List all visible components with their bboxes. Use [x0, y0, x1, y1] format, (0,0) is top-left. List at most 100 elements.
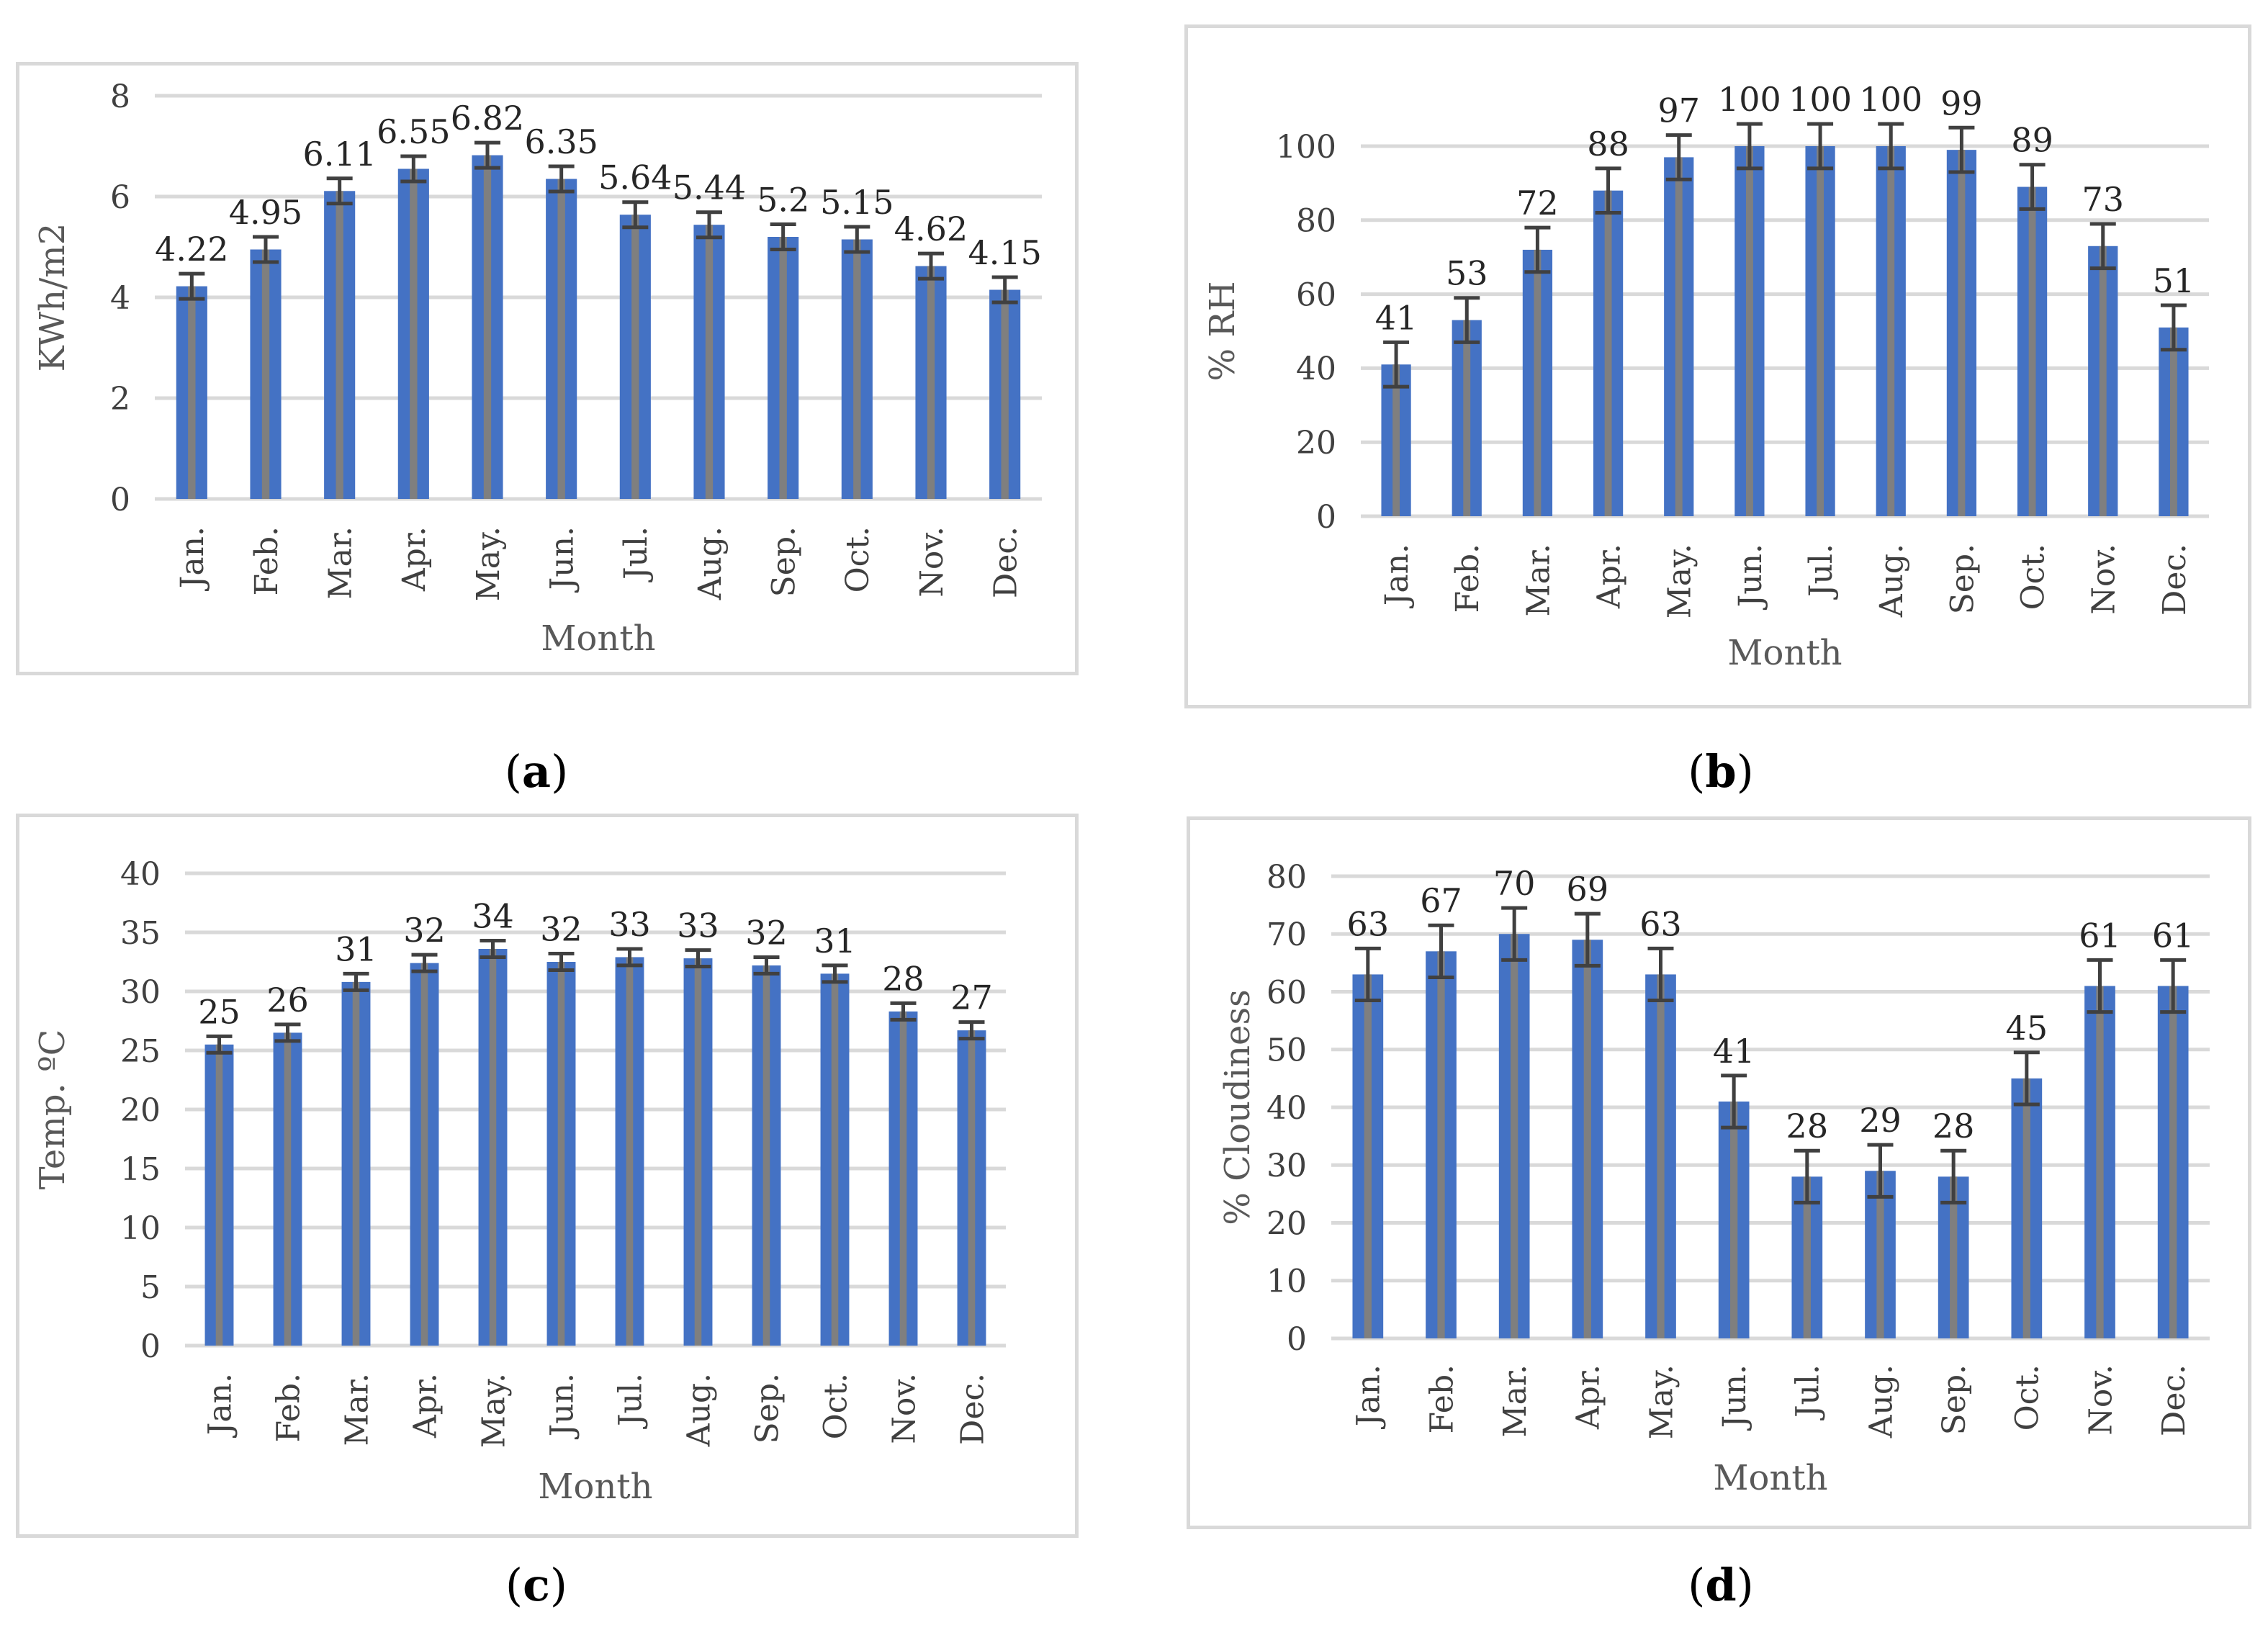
- chart-a: 0 2 4 6 8 4.22 Jan. 4.95 Feb. 6.11 Mar. 6.55 Apr. 6.8…: [32, 78, 1042, 659]
- data-label: 31: [335, 929, 377, 968]
- data-label: 4.22: [155, 230, 228, 269]
- data-label: 88: [1587, 125, 1629, 163]
- bar-core: [1001, 289, 1009, 499]
- bar-core: [705, 225, 714, 499]
- error-bar: [474, 140, 500, 170]
- y-axis-title: % Cloudiness: [1218, 989, 1258, 1225]
- data-label: 63: [1347, 904, 1390, 943]
- y-tick-label: 80: [1266, 859, 1307, 896]
- chart-panel-b: 0 20 40 60 80 100 41 Jan. 53 Feb. 72 Mar. 88 Apr. 97 Ma…: [1184, 24, 2251, 708]
- error-bar: [770, 222, 796, 251]
- error-bar: [622, 200, 649, 230]
- data-label: 45: [2006, 1009, 2048, 1048]
- error-bar: [2089, 222, 2116, 271]
- bar-core: [899, 1011, 907, 1346]
- x-tick-label: Jun.: [1732, 544, 1769, 610]
- error-bar: [1501, 906, 1528, 962]
- bar-core: [2028, 186, 2036, 516]
- x-tick-label: May.: [1662, 544, 1698, 618]
- x-tick-label: Sep.: [1944, 544, 1981, 614]
- x-tick-label: Apr.: [1590, 544, 1627, 609]
- bar-core: [188, 286, 196, 499]
- x-tick-label: Feb.: [1449, 544, 1486, 613]
- x-tick-label: Mar.: [338, 1373, 375, 1446]
- chart-panel-c: 0 5 10 15 20 25 30 35 40 25 Jan. 26 Feb. 31 Mar. 32 Apr.…: [16, 814, 1079, 1538]
- bar-core: [336, 191, 343, 499]
- data-label: 27: [950, 978, 993, 1017]
- error-bar: [274, 1022, 301, 1043]
- data-label: 34: [472, 896, 514, 935]
- x-tick-label: Mar.: [323, 526, 359, 599]
- x-tick-label: Oct.: [2015, 544, 2051, 610]
- x-tick-label: Aug.: [680, 1373, 717, 1447]
- bar-core: [2022, 1078, 2030, 1338]
- y-tick-label: 50: [1266, 1032, 1307, 1069]
- x-tick-label: Jul.: [618, 526, 654, 582]
- error-bar: [685, 948, 711, 969]
- bar-core: [483, 155, 492, 499]
- data-label: 6.35: [524, 122, 598, 161]
- bar-core: [557, 962, 565, 1346]
- y-tick-label: 100: [1276, 129, 1336, 166]
- data-label: 63: [1639, 904, 1682, 943]
- data-label: 4.62: [894, 210, 968, 248]
- x-tick-label: Feb.: [270, 1373, 307, 1442]
- x-axis-title: Month: [538, 1467, 652, 1507]
- data-label: 32: [540, 910, 582, 949]
- y-tick-label: 0: [1287, 1321, 1307, 1358]
- bar-core: [779, 237, 787, 499]
- error-bar: [2160, 958, 2187, 1014]
- error-bar: [206, 1034, 233, 1055]
- x-tick-label: Jan.: [202, 1373, 238, 1438]
- error-bar: [1794, 1148, 1820, 1205]
- y-tick-label: 2: [110, 381, 130, 418]
- x-tick-label: Nov.: [914, 526, 950, 598]
- y-tick-label: 60: [1296, 276, 1336, 313]
- data-label: 100: [1859, 80, 1922, 119]
- bar-core: [2099, 246, 2107, 516]
- data-label: 33: [608, 905, 651, 944]
- y-tick-label: 0: [110, 482, 130, 518]
- x-tick-label: Dec.: [954, 1373, 991, 1445]
- error-bar: [822, 963, 848, 984]
- bar-core: [1950, 1176, 1958, 1338]
- data-label: 25: [198, 992, 240, 1031]
- bar-core: [2169, 327, 2177, 516]
- data-label: 100: [1718, 80, 1781, 119]
- data-label: 5.2: [757, 181, 809, 220]
- error-bar: [958, 1020, 985, 1041]
- error-bar: [2019, 163, 2046, 211]
- x-axis-title: Month: [1727, 633, 1842, 673]
- x-tick-label: Dec.: [988, 526, 1025, 598]
- x-tick-label: May.: [470, 526, 507, 601]
- y-tick-label: 10: [1266, 1264, 1307, 1300]
- x-tick-label: Jun.: [544, 1373, 580, 1439]
- x-tick-label: Aug.: [1863, 1364, 1899, 1438]
- bar-core: [1675, 157, 1683, 517]
- y-tick-label: 35: [120, 915, 161, 952]
- error-bar: [480, 938, 506, 959]
- bar-core: [2169, 986, 2177, 1338]
- error-bar: [1807, 122, 1834, 171]
- data-label: 99: [1940, 84, 1983, 122]
- y-tick-label: 20: [120, 1092, 161, 1129]
- error-bar: [548, 952, 575, 972]
- y-tick-label: 4: [110, 280, 130, 317]
- bar-core: [1392, 364, 1400, 516]
- y-tick-label: 10: [120, 1210, 161, 1247]
- data-label: 6.11: [302, 135, 376, 174]
- error-bar: [1721, 1073, 1747, 1130]
- caption-c: (c): [505, 1559, 568, 1611]
- x-tick-label: Oct.: [2010, 1364, 2046, 1431]
- y-tick-label: 70: [1266, 917, 1307, 953]
- error-bar: [696, 210, 722, 240]
- error-bar: [179, 271, 205, 301]
- bar-core: [968, 1030, 976, 1346]
- bar-core: [1887, 146, 1895, 516]
- x-tick-label: Aug.: [692, 526, 729, 600]
- data-label: 28: [1932, 1107, 1975, 1145]
- data-label: 33: [677, 906, 719, 945]
- x-tick-label: Jan.: [1351, 1364, 1387, 1429]
- x-tick-label: Oct.: [840, 526, 876, 593]
- error-bar: [1948, 125, 1975, 174]
